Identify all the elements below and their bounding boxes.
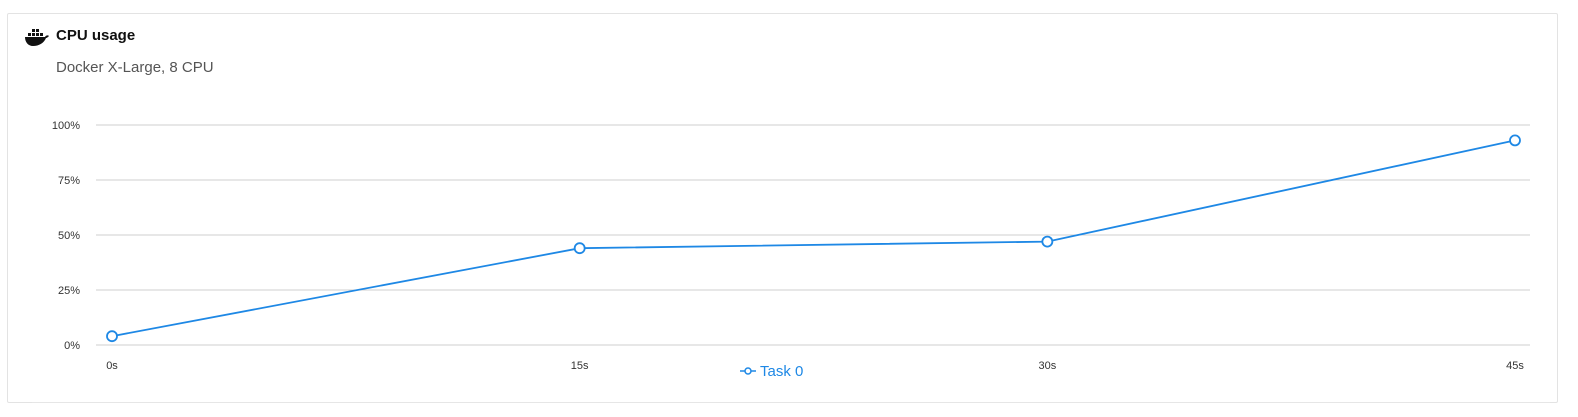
chart-subtitle: Docker X-Large, 8 CPU (56, 59, 214, 76)
x-tick-label: 30s (1038, 360, 1056, 372)
series-line (111, 139, 1516, 338)
y-tick-label: 0% (64, 340, 80, 352)
data-point (573, 242, 586, 255)
legend-item-task-0[interactable]: Task 0 (740, 361, 803, 381)
chart-title: CPU usage (56, 27, 136, 44)
docker-whale-icon (25, 29, 49, 46)
y-tick-label: 75% (58, 175, 80, 187)
cpu-usage-card (7, 13, 1558, 403)
data-point (106, 330, 118, 343)
y-tick-label: 50% (58, 230, 80, 242)
data-point (1041, 235, 1054, 248)
card-bottom-divider (32, 402, 1550, 403)
legend-label: Task 0 (760, 362, 804, 380)
y-tick-label: 100% (52, 120, 80, 132)
data-point (1509, 134, 1521, 147)
legend-line-marker-icon (740, 367, 756, 375)
x-tick-label: 15s (571, 360, 589, 372)
x-tick-label: 0s (106, 360, 118, 372)
x-tick-label: 45s (1506, 360, 1524, 372)
y-tick-label: 25% (58, 285, 80, 297)
